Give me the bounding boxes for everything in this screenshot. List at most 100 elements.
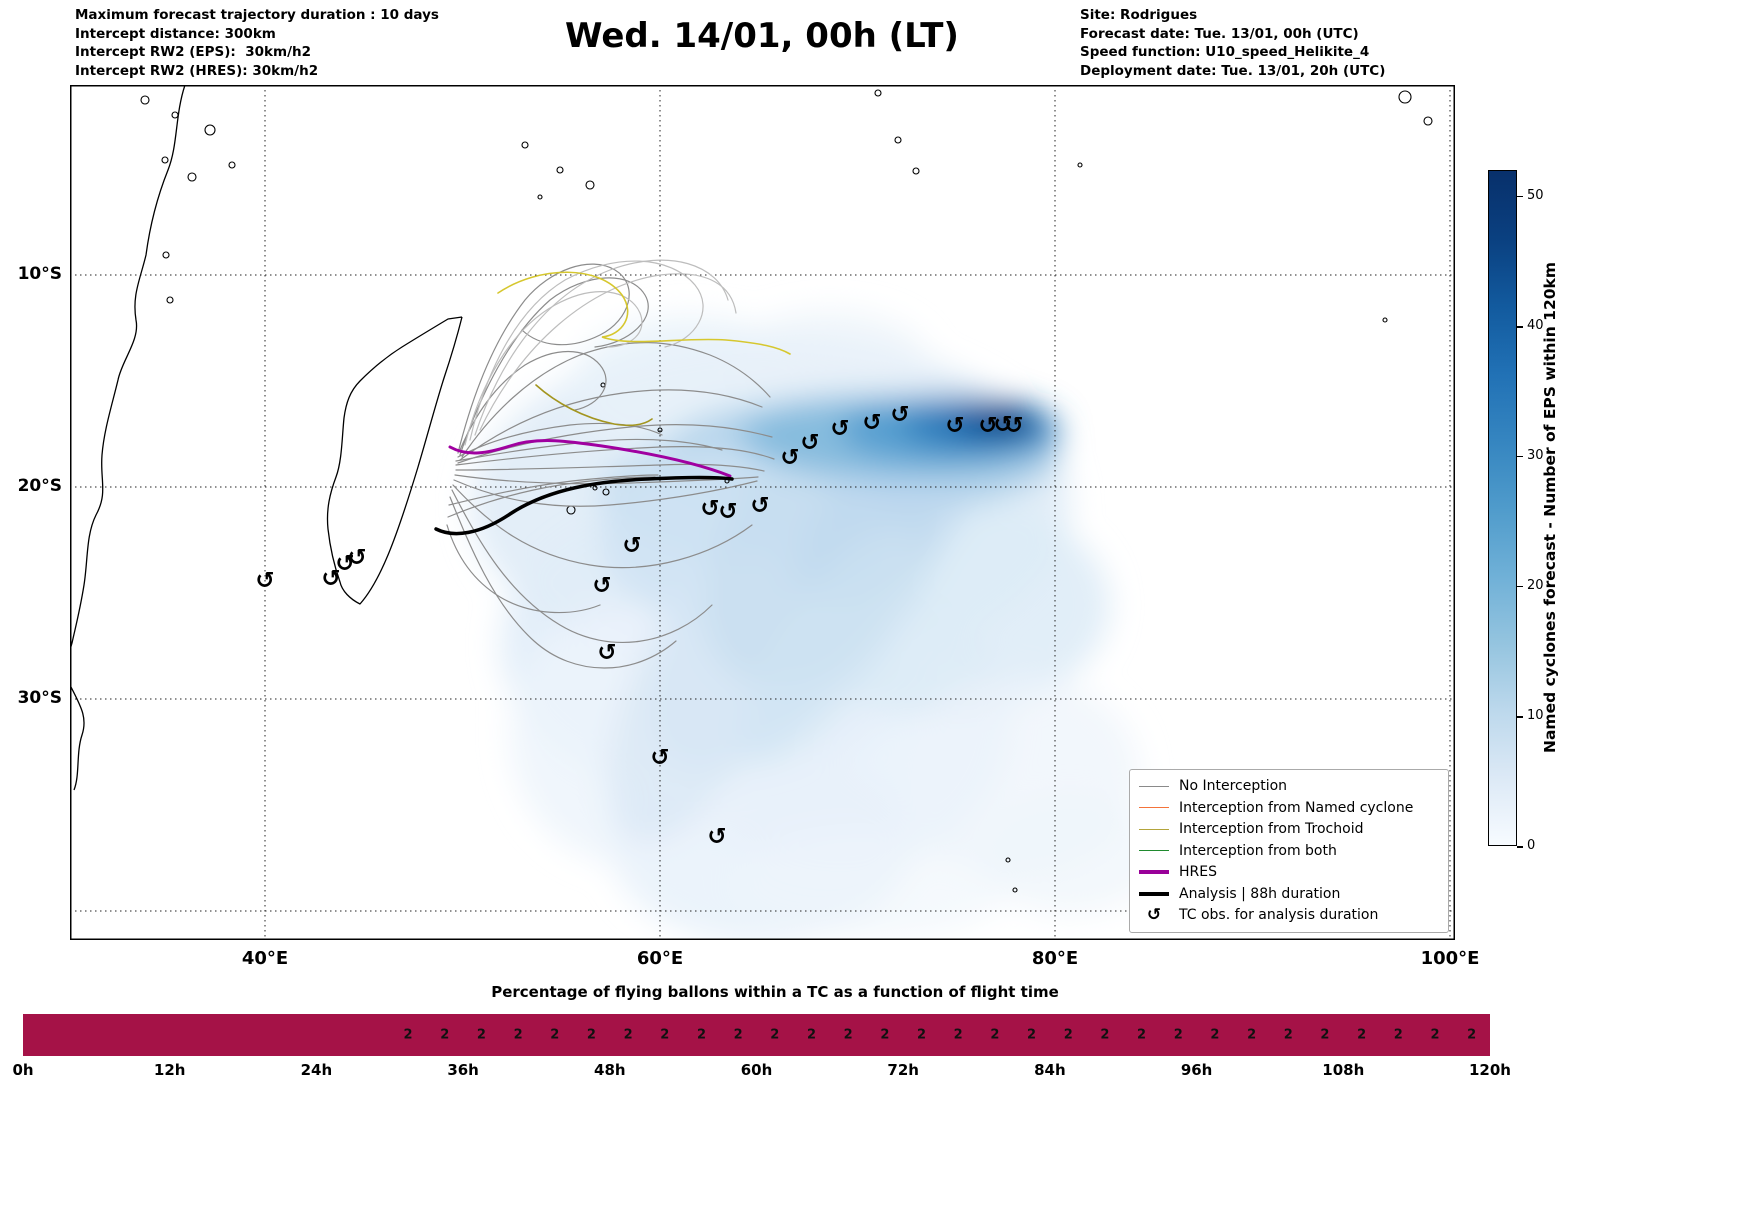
trajectory-line — [448, 474, 659, 506]
legend-line — [1139, 850, 1169, 852]
coastline — [326, 316, 463, 605]
map-canvas: ↺↺ ↺↺↺↺ ↺ ↺ ↺ ↺↺↺↺↺↺↺↺↺ ↺↺↺ — [70, 85, 1455, 940]
tc-observation-symbol: ↺ — [700, 496, 719, 522]
legend-line-swatch — [1139, 785, 1169, 787]
tc-observation-symbol: ↺ — [255, 568, 274, 594]
bar-value-label: 2 — [1063, 1027, 1073, 1043]
bar-value-label: 2 — [843, 1027, 853, 1043]
time-axis-label: 0h — [12, 1061, 34, 1079]
figure-title: Wed. 14/01, 00h (LT) — [565, 16, 959, 56]
trajectory-line — [434, 475, 734, 536]
island — [592, 485, 598, 491]
island — [166, 296, 174, 304]
legend-item: Interception from both — [1139, 840, 1439, 862]
coastline — [70, 684, 85, 791]
island — [171, 111, 179, 119]
island — [874, 89, 882, 97]
time-axis-label: 24h — [300, 1061, 333, 1079]
tc-observation-symbol: ↺ — [862, 410, 881, 436]
bar-value-label: 2 — [696, 1027, 707, 1043]
colorbar-label: Named cyclones forecast - Number of EPS … — [1541, 262, 1559, 754]
tc-observation-symbol: ↺ — [718, 499, 737, 525]
colorbar-tick-label: 20 — [1527, 577, 1544, 593]
bar-value-label: 2 — [623, 1027, 633, 1043]
legend-line — [1139, 828, 1169, 830]
bar-value-label: 2 — [1430, 1027, 1440, 1043]
tc-observation-symbol: ↺ — [780, 445, 799, 471]
trajectory-line — [455, 463, 765, 472]
bar-value-label: 2 — [1173, 1027, 1183, 1043]
map-border — [70, 85, 1455, 940]
time-axis-label: 48h — [594, 1061, 626, 1079]
heat-blob — [980, 795, 1160, 915]
colorbar-tick — [1517, 846, 1523, 848]
tc-observation-symbol: ↺ — [750, 493, 769, 519]
lon-tick-label: 80°E — [1031, 948, 1079, 969]
time-axis-label: 72h — [887, 1061, 919, 1079]
island — [162, 251, 170, 259]
legend-line — [1139, 807, 1169, 809]
time-axis-label: 96h — [1180, 1061, 1213, 1079]
lon-tick-label: 40°E — [241, 948, 289, 969]
lon-tick-label: 60°E — [636, 948, 684, 969]
bar-value-label: 2 — [770, 1027, 780, 1043]
trajectory-line — [457, 263, 630, 454]
island — [1005, 857, 1011, 863]
coastline — [70, 85, 186, 651]
island — [1398, 90, 1412, 104]
legend-item-label: Analysis | 88h duration — [1179, 885, 1341, 902]
island — [204, 124, 216, 136]
bar-value-label: 2 — [806, 1027, 817, 1043]
colorbar-tick — [1517, 716, 1523, 718]
heat-blob — [730, 830, 1010, 940]
coastline-layer — [70, 85, 1433, 893]
bar-value-label: 2 — [476, 1027, 486, 1043]
tc-observation-symbol: ↺ — [335, 551, 354, 577]
island — [537, 194, 543, 200]
header-info-line: Maximum forecast trajectory duration : 1… — [75, 7, 439, 23]
bar-value-label: 2 — [550, 1027, 560, 1043]
tc-observation-symbol: ↺ — [321, 566, 340, 592]
time-axis-label: 60h — [740, 1061, 773, 1079]
trajectory-line — [448, 439, 732, 478]
trajectory-line — [453, 479, 758, 507]
island — [1077, 162, 1083, 168]
trajectory-line — [464, 291, 643, 446]
tc-observation-symbol: ↺ — [622, 533, 641, 559]
trajectory-line — [446, 524, 601, 614]
island — [228, 161, 236, 169]
time-axis-label: 120h — [1469, 1061, 1511, 1079]
header-info-line: Site: Rodrigues — [1080, 7, 1198, 23]
trajectory-line — [497, 271, 791, 355]
tc-symbol-swatch: ↺ — [1146, 905, 1162, 926]
bar-value-label: 2 — [880, 1027, 890, 1043]
tc-observation-symbol: ↺ — [592, 573, 611, 599]
trajectory-line — [449, 496, 677, 669]
legend-item-label: TC obs. for analysis duration — [1179, 907, 1379, 924]
island — [602, 488, 610, 496]
colorbar-tick — [1517, 195, 1523, 198]
heat-blob — [739, 526, 921, 764]
legend-line-swatch — [1139, 891, 1169, 896]
header-right: Site: Rodrigues Forecast date: Tue. 13/01… — [1080, 6, 1385, 80]
balloon-strip-title: Percentage of flying ballons within a TC… — [491, 983, 1059, 1001]
legend-item-label: HRES — [1179, 864, 1217, 881]
bar-value-label: 2 — [1100, 1027, 1110, 1043]
lat-tick-label: 30°S — [17, 688, 62, 708]
heat-blob — [977, 410, 1029, 432]
legend-line — [1139, 785, 1169, 787]
header-info-line: Forecast date: Tue. 13/01, 00h (UTC) — [1080, 25, 1359, 42]
trajectory-line — [459, 389, 763, 461]
tc-observation-symbol: ↺ — [945, 413, 964, 439]
trajectory-line — [469, 260, 704, 441]
trajectory-line — [447, 476, 656, 518]
lon-tick-label: 100°E — [1420, 948, 1480, 969]
tc-observation-symbol: ↺ — [347, 545, 366, 571]
island — [585, 180, 595, 190]
header-left: Maximum forecast trajectory duration : 1… — [75, 6, 439, 80]
bar-value-label: 2 — [586, 1027, 596, 1043]
header-info-line: Intercept RW2 (HRES): 30km/h2 — [75, 62, 319, 79]
tc-symbol-layer: ↺↺ ↺↺↺↺ ↺ ↺ ↺ ↺↺↺↺↺↺↺↺↺ ↺↺↺ — [255, 402, 1023, 850]
legend-item-label: Interception from Trochoid — [1179, 821, 1364, 838]
